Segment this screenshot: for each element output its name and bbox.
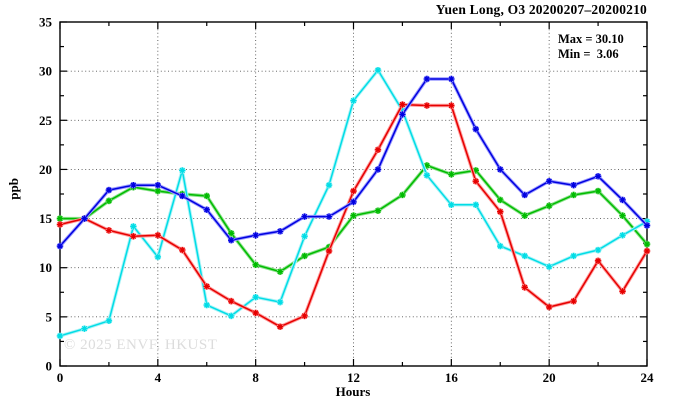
x-tick-label: 20 <box>543 370 556 385</box>
y-tick-label: 30 <box>39 64 52 79</box>
min-value-label: Min = 3.06 <box>558 46 619 61</box>
y-tick-label: 25 <box>39 113 53 128</box>
x-tick-label: 16 <box>445 370 459 385</box>
y-tick-label: 20 <box>39 162 52 177</box>
y-tick-label: 15 <box>39 211 53 226</box>
y-axis-title: ppb <box>6 178 21 200</box>
x-tick-label: 24 <box>641 370 655 385</box>
y-tick-label: 0 <box>46 359 53 374</box>
y-tick-label: 35 <box>39 15 53 30</box>
chart-title: Yuen Long, O3 20200207–20200210 <box>435 2 647 17</box>
series-red-markers <box>56 101 651 330</box>
x-tick-label: 0 <box>57 370 64 385</box>
series-cyan-markers <box>56 66 651 340</box>
y-tick-label: 5 <box>46 309 53 324</box>
watermark: © 2025 ENVF, HKUST <box>64 337 218 353</box>
y-tick-label: 10 <box>39 260 52 275</box>
max-value-label: Max = 30.10 <box>558 32 624 46</box>
x-tick-label: 4 <box>155 370 162 385</box>
x-axis-title: Hours <box>335 384 371 399</box>
x-tick-label: 8 <box>252 370 259 385</box>
max-min-annotation: Max = 30.10 Min = 3.06 <box>558 32 624 61</box>
series-blue-markers <box>56 75 651 250</box>
x-tick-label: 12 <box>347 370 360 385</box>
